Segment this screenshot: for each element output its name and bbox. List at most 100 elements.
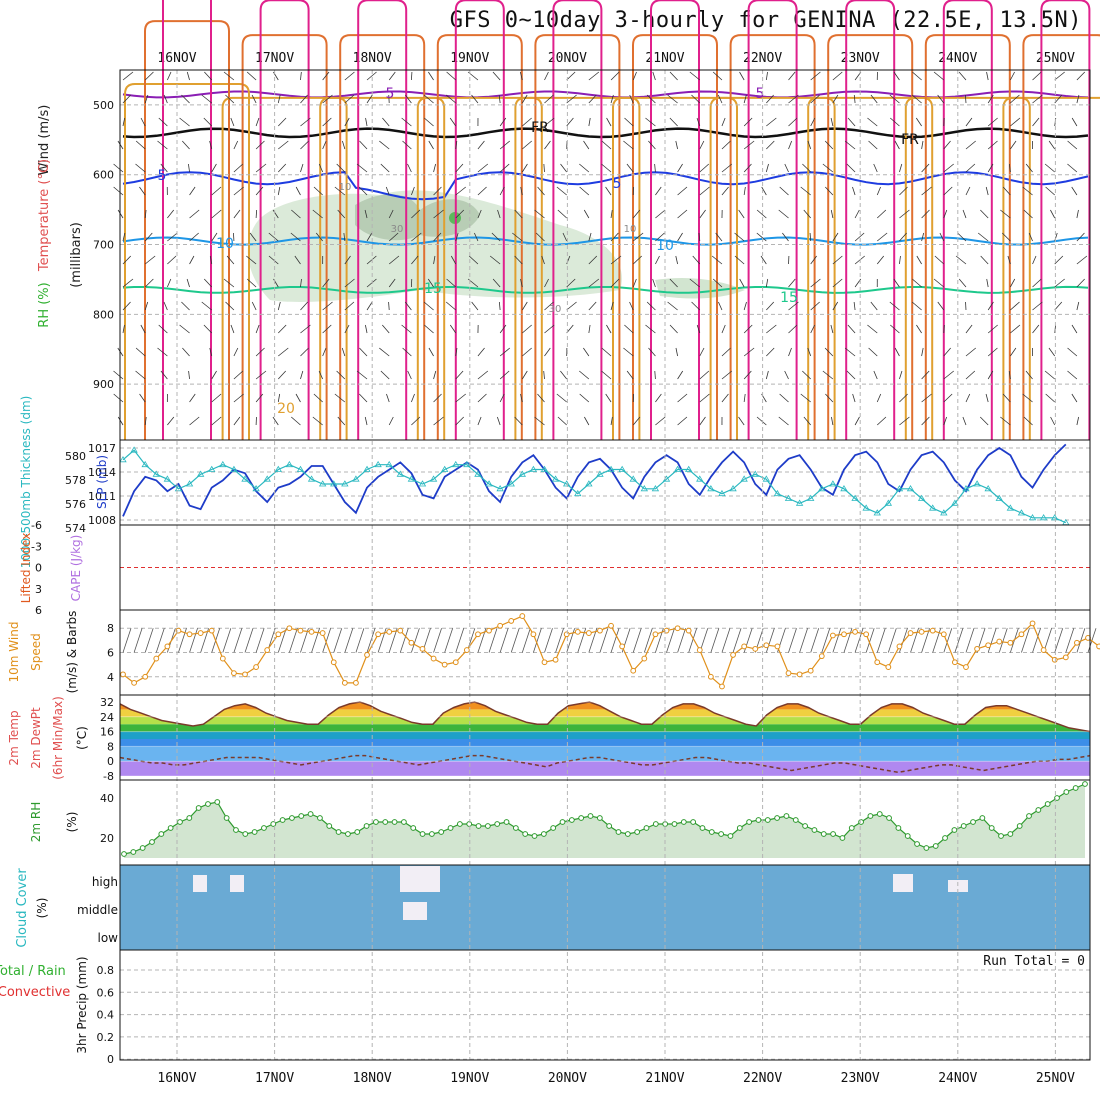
wind-barb bbox=[189, 393, 196, 403]
wind-axis-label: 10m Wind bbox=[7, 622, 21, 683]
wind-barb bbox=[268, 255, 279, 265]
rh-point bbox=[1044, 801, 1051, 807]
wind-speed-point bbox=[1040, 647, 1047, 653]
wind-barb bbox=[468, 255, 479, 265]
rh-point bbox=[354, 829, 361, 835]
surface-wind-barb bbox=[1065, 628, 1075, 653]
rh-point bbox=[195, 805, 202, 811]
surface-wind-barb bbox=[288, 628, 298, 653]
wind-barb bbox=[1071, 393, 1078, 403]
thickness-marker bbox=[163, 475, 172, 482]
wind-barb bbox=[652, 71, 656, 81]
wind-barb bbox=[779, 186, 789, 196]
wind-barb bbox=[211, 416, 222, 426]
boundary-temp-contour bbox=[942, 0, 993, 440]
wind-barb bbox=[344, 301, 355, 311]
wind-barb bbox=[455, 209, 465, 219]
thickness-marker bbox=[651, 485, 660, 492]
wind-barb bbox=[521, 163, 528, 173]
rh-point bbox=[233, 827, 239, 833]
surface-wind-barb bbox=[411, 628, 420, 653]
surface-wind-barb bbox=[666, 628, 675, 653]
wind-barb bbox=[847, 117, 856, 127]
wind-speed-point bbox=[1074, 639, 1080, 646]
surface-wind-barb bbox=[799, 628, 808, 653]
wind-barb bbox=[388, 416, 394, 426]
wind-barb bbox=[1028, 232, 1033, 242]
thickness-marker bbox=[862, 504, 870, 511]
slp-tick-label: 1014 bbox=[88, 466, 116, 479]
wind-barb bbox=[1025, 370, 1033, 380]
wind-barb bbox=[965, 347, 977, 357]
wind-barb bbox=[899, 416, 910, 426]
wind-barb bbox=[455, 416, 465, 426]
wind-barb bbox=[251, 301, 257, 311]
date-label-top: 20NOV bbox=[548, 51, 587, 66]
wind-barb bbox=[958, 278, 967, 288]
wind-barb bbox=[1076, 278, 1085, 288]
wind-barb bbox=[557, 416, 567, 426]
date-label-bottom: 21NOV bbox=[645, 1071, 684, 1086]
wind-barb bbox=[987, 94, 994, 104]
surface-wind-barb bbox=[222, 628, 232, 653]
wind-barb bbox=[583, 140, 590, 150]
wind-barb bbox=[699, 347, 705, 357]
wind-speed-point bbox=[841, 631, 847, 638]
wind-barb bbox=[1010, 140, 1017, 150]
surface-wind-barb bbox=[510, 628, 520, 653]
wind-barb bbox=[765, 71, 768, 81]
contour-label: 15 bbox=[424, 281, 442, 297]
rh-point bbox=[624, 831, 631, 837]
wind-barb bbox=[433, 255, 436, 265]
rh-point bbox=[942, 835, 948, 841]
boundary-temp-contour bbox=[339, 34, 426, 440]
wind-barb bbox=[233, 416, 241, 426]
rh-point bbox=[606, 823, 613, 829]
wind-barb bbox=[715, 232, 723, 242]
wind-speed-point bbox=[1018, 631, 1025, 638]
wind-speed-point bbox=[253, 664, 260, 670]
wind-barb bbox=[632, 232, 644, 242]
surface-wind-barb bbox=[632, 628, 642, 653]
boundary-temp-contour bbox=[747, 0, 798, 440]
wind-barb bbox=[788, 301, 799, 311]
wind-barb bbox=[233, 393, 244, 403]
wind-barb bbox=[455, 370, 464, 380]
thickness-marker bbox=[618, 465, 626, 472]
surface-wind-barb bbox=[1076, 628, 1086, 653]
wind-barb bbox=[519, 71, 523, 81]
wind-barb bbox=[1044, 163, 1055, 173]
thickness-axis-label: 1000-500mb Thickness (dm) bbox=[19, 396, 33, 569]
surface-wind-barb bbox=[998, 628, 1008, 653]
rh-point bbox=[512, 825, 519, 831]
wind-barb bbox=[433, 393, 442, 403]
surface-wind-barb bbox=[533, 628, 542, 653]
wind-barb bbox=[163, 94, 168, 104]
wind-barb bbox=[1032, 301, 1043, 311]
surface-wind-barb bbox=[444, 628, 454, 653]
thickness-marker bbox=[551, 475, 560, 482]
wind-barb bbox=[743, 301, 747, 311]
wind-barb bbox=[646, 94, 656, 104]
wind-barb bbox=[411, 232, 422, 242]
boundary-temp-contour bbox=[827, 34, 914, 440]
wind-barb bbox=[556, 393, 567, 403]
wind-barb bbox=[1010, 301, 1020, 311]
wind-barb bbox=[734, 232, 745, 242]
wind-barb bbox=[1071, 117, 1078, 127]
wind-barb bbox=[366, 232, 373, 242]
rh-point bbox=[774, 815, 781, 821]
precip-total-label: Total / Rain bbox=[0, 964, 66, 979]
precip-convective-label: Convective bbox=[0, 985, 70, 1000]
wind-barb bbox=[677, 232, 683, 242]
cloud-cover-block bbox=[193, 875, 207, 892]
wind-barb bbox=[122, 94, 131, 104]
wind-barb bbox=[852, 393, 856, 403]
wind-barb bbox=[424, 324, 434, 334]
surface-wind-barb bbox=[333, 628, 343, 653]
wind-barb bbox=[655, 416, 666, 426]
wind-barb bbox=[455, 186, 466, 196]
wind-barb bbox=[300, 163, 304, 173]
wind-barb bbox=[1044, 370, 1055, 380]
surface-wind-barb bbox=[344, 628, 354, 653]
